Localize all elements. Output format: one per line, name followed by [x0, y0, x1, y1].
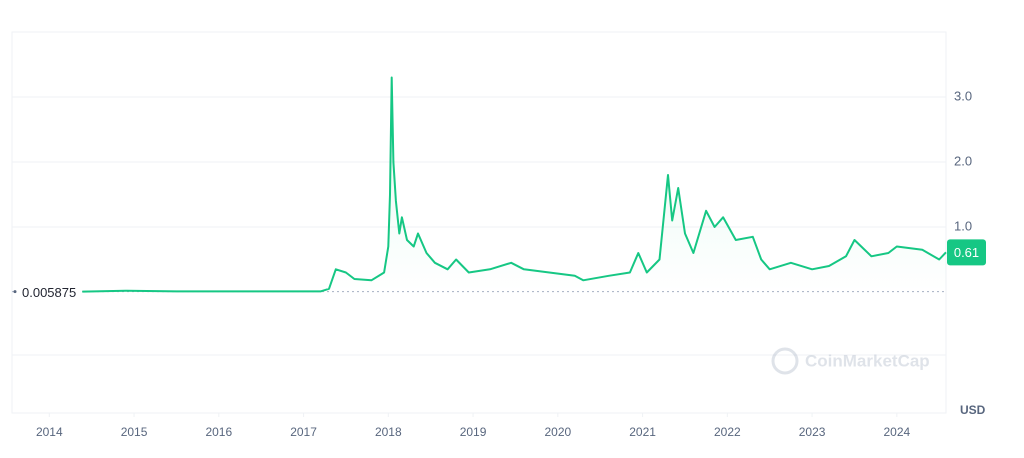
- watermark-text: CoinMarketCap: [805, 351, 930, 370]
- currency-label: USD: [960, 403, 986, 417]
- price-line: [82, 76, 947, 293]
- x-tick-label: 2021: [629, 425, 656, 439]
- x-tick-label: 2018: [375, 425, 402, 439]
- current-price-label: 0.61: [954, 245, 979, 260]
- x-tick-label: 2023: [799, 425, 826, 439]
- baseline-label: 0.005875: [22, 285, 76, 300]
- x-tick-label: 2014: [36, 425, 63, 439]
- baseline-label-bg: [14, 283, 80, 300]
- baseline-dot: [13, 290, 17, 294]
- x-tick-label: 2020: [544, 425, 571, 439]
- x-tick-label: 2017: [290, 425, 317, 439]
- x-tick-label: 2022: [714, 425, 741, 439]
- price-area: [82, 77, 947, 292]
- x-tick-label: 2019: [460, 425, 487, 439]
- y-tick-label: 1.0: [954, 218, 972, 233]
- x-tick-label: 2016: [205, 425, 232, 439]
- x-tick-label: 2024: [883, 425, 910, 439]
- y-tick-label: 2.0: [954, 153, 972, 168]
- y-tick-label: 3.0: [954, 88, 972, 103]
- current-price-badge: [947, 239, 986, 266]
- plot-frame: [11, 31, 947, 414]
- watermark: CoinMarketCap: [771, 347, 930, 375]
- x-tick-label: 2015: [121, 425, 148, 439]
